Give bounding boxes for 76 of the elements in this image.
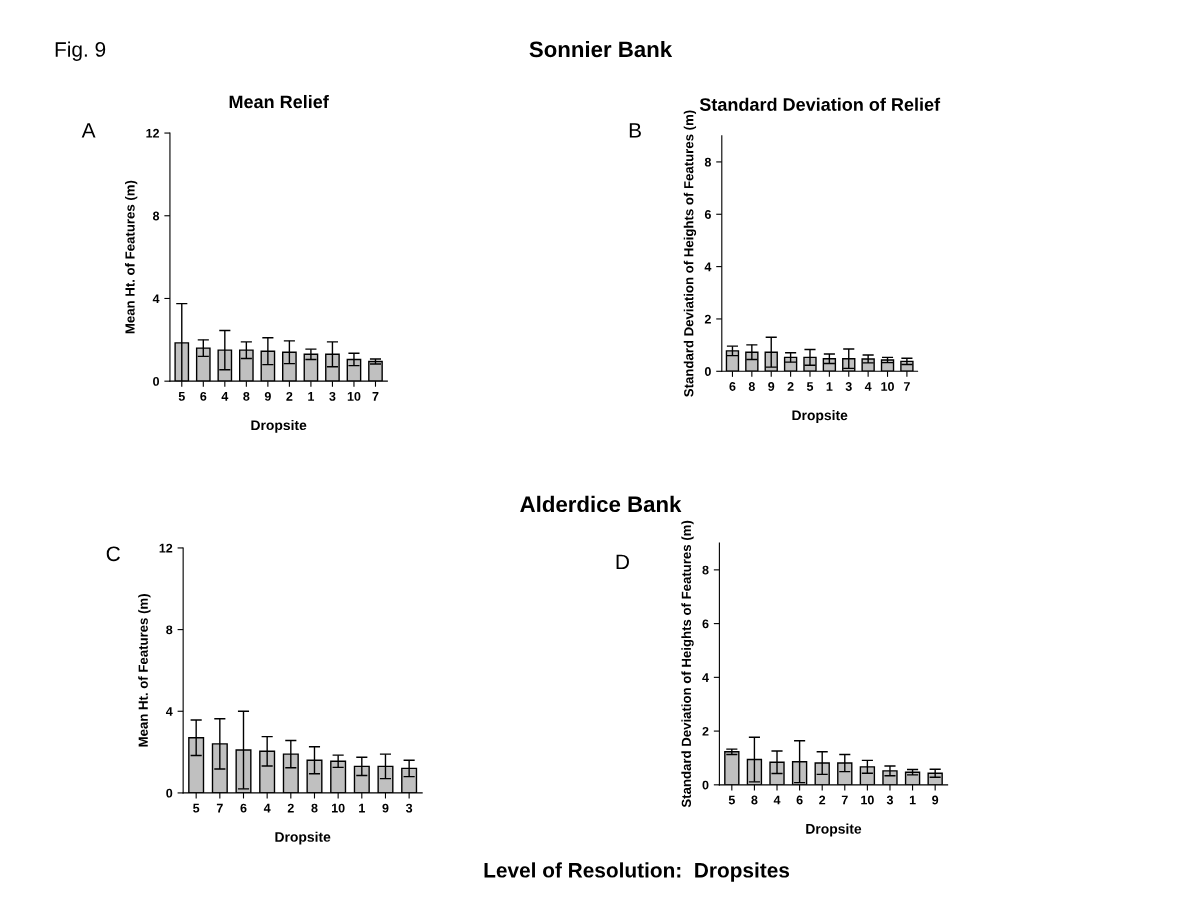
x-tick-label: 1	[909, 795, 916, 805]
y-tick-label: 4	[704, 262, 712, 272]
text: D	[616, 554, 629, 570]
x-tick-label: 1	[826, 382, 833, 391]
x-tick-label: 6	[240, 803, 247, 813]
x-tick-label: 8	[751, 795, 758, 805]
text: B	[629, 123, 641, 138]
x-tick-label: 7	[841, 795, 848, 805]
x-tick-label: 2	[819, 795, 826, 805]
y-tick-label: 2	[704, 314, 711, 324]
x-tick-label: 9	[264, 391, 271, 401]
x-tick-label: 3	[329, 391, 336, 401]
x-tick-label: 10	[331, 803, 345, 813]
x-tick-label: 9	[768, 382, 775, 391]
y-tick-label: 4	[152, 294, 160, 303]
y-axis-title: Standard Deviation of Heights of Features (m)	[681, 520, 694, 808]
text: Alderdice Bank	[520, 495, 682, 513]
x-axis-title: Dropsite	[251, 419, 307, 433]
x-tick-label: 8	[243, 391, 250, 401]
x-tick-label: 3	[845, 382, 852, 391]
text: Sonnier Bank	[529, 40, 673, 58]
text: Level of Resolution: Dropsites	[484, 862, 790, 882]
x-tick-label: 2	[286, 391, 293, 401]
y-tick-label: 6	[704, 210, 711, 219]
x-tick-label: 1	[359, 803, 365, 813]
y-axis-title: Mean Ht. of Features (m)	[138, 594, 151, 747]
x-tick-label: 1	[308, 392, 315, 401]
text: C	[106, 546, 120, 562]
y-tick-label: 0	[166, 788, 173, 798]
y-tick-label: 2	[702, 726, 709, 736]
chart-title: Standard Deviation of Relief	[699, 97, 941, 111]
x-tick-label: 5	[178, 392, 185, 401]
y-tick-label: 4	[165, 707, 173, 716]
x-tick-label: 10	[861, 795, 874, 805]
y-tick-label: 8	[166, 625, 173, 635]
y-tick-label: 8	[704, 157, 711, 167]
x-axis-title: Dropsite	[806, 823, 862, 837]
x-tick-label: 3	[886, 795, 893, 805]
x-tick-label: 4	[773, 795, 781, 805]
x-axis-title: Dropsite	[792, 410, 848, 423]
x-tick-label: 10	[347, 391, 361, 401]
x-tick-label: 9	[382, 803, 389, 813]
y-axis-title: Standard Deviation of Heights of Features (m)	[683, 110, 697, 397]
x-tick-label: 4	[864, 382, 872, 391]
x-tick-label: 5	[806, 382, 814, 391]
y-tick-label: 6	[702, 619, 709, 629]
y-tick-label: 0	[702, 780, 709, 790]
y-tick-label: 0	[153, 376, 160, 386]
x-axis-title: Dropsite	[275, 831, 331, 845]
y-tick-label: 12	[159, 543, 173, 553]
x-tick-label: 4	[263, 803, 271, 813]
y-tick-label: 8	[702, 565, 709, 575]
x-tick-label: 6	[200, 391, 207, 401]
x-tick-label: 7	[216, 803, 223, 813]
x-tick-label: 5	[728, 795, 735, 805]
x-tick-label: 6	[796, 795, 803, 805]
x-tick-label: 2	[787, 382, 794, 391]
caption: Fig. 9	[55, 41, 106, 61]
x-tick-label: 8	[311, 803, 318, 813]
y-tick-label: 0	[704, 367, 711, 376]
x-tick-label: 8	[748, 382, 755, 391]
text: A	[81, 123, 96, 138]
y-tick-label: 8	[152, 211, 160, 221]
y-axis-title: Mean Ht. of Features (m)	[124, 180, 138, 334]
x-tick-label: 3	[405, 803, 413, 813]
x-tick-label: 9	[932, 795, 939, 805]
x-tick-label: 6	[729, 382, 736, 391]
x-tick-label: 2	[287, 803, 294, 813]
x-tick-label: 7	[903, 382, 910, 391]
x-tick-label: 5	[193, 803, 200, 813]
x-tick-label: 4	[221, 392, 229, 401]
y-tick-label: 12	[146, 128, 160, 138]
x-tick-label: 7	[372, 392, 379, 401]
x-tick-label: 10	[881, 382, 894, 391]
chart-title: Mean Relief	[229, 94, 329, 109]
y-tick-label: 4	[702, 673, 709, 682]
